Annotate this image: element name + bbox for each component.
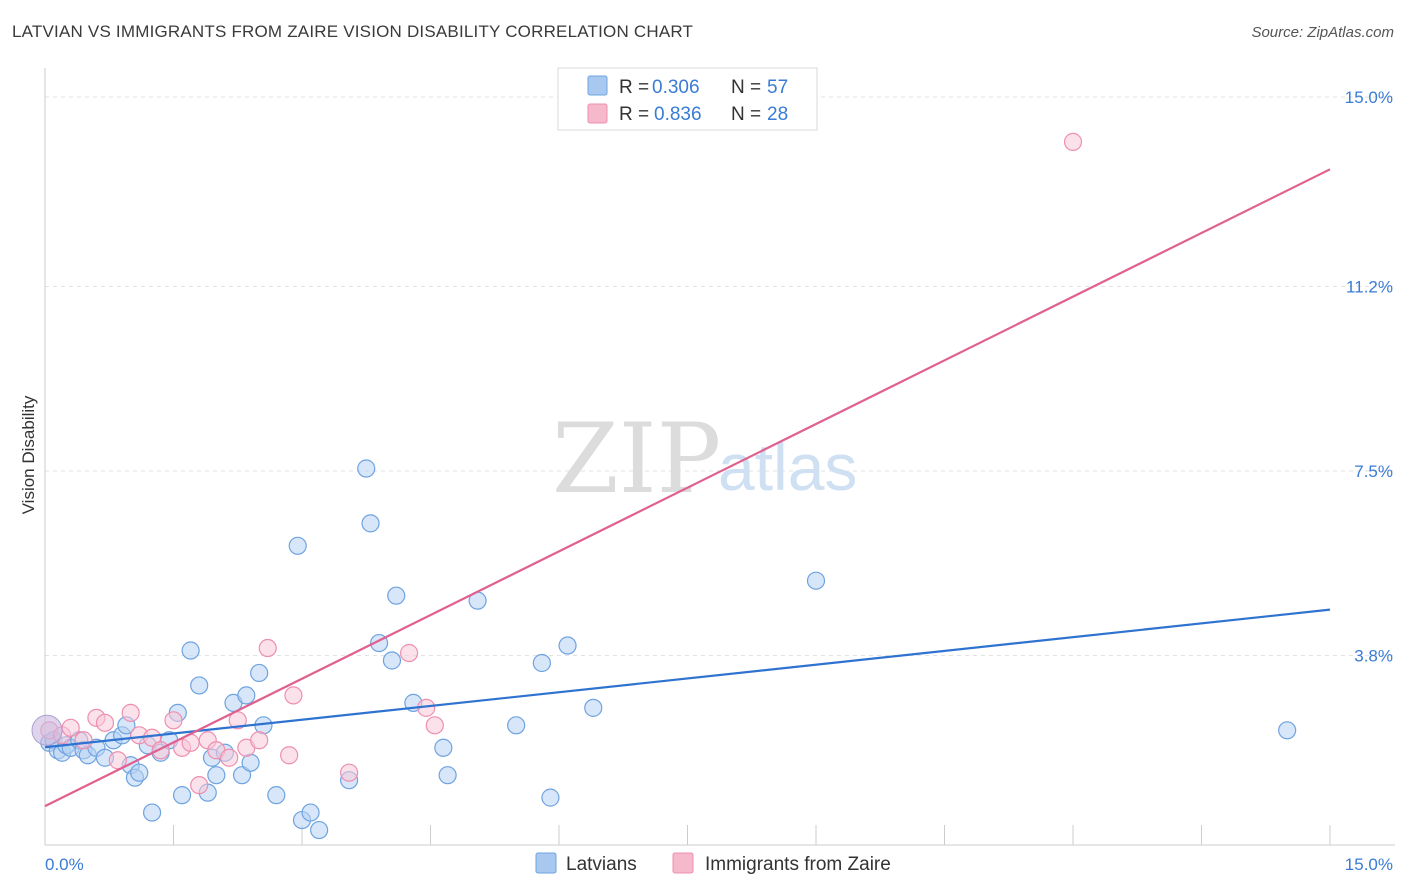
legend-bottom: Latvians Immigrants from Zaire [535, 852, 891, 875]
gridlines [45, 96, 1395, 657]
data-point [507, 716, 526, 735]
legend-swatch-zaire [672, 852, 694, 874]
data-point [130, 763, 149, 782]
data-points [31, 132, 1297, 840]
data-point [361, 514, 380, 533]
data-point [121, 703, 140, 722]
tick-labels: 3.8% 7.5% 11.2% 15.0% 0.0% 15.0% [45, 88, 1393, 874]
data-point [108, 751, 127, 770]
data-point [237, 686, 256, 705]
legend-r-value: 0.836 [654, 104, 702, 125]
data-point [172, 786, 192, 805]
legend-n-value: 28 [767, 104, 788, 125]
legend-swatch-latvians [535, 852, 557, 874]
data-point [399, 643, 419, 663]
data-point [74, 731, 93, 750]
legend-n-label: N = [731, 104, 761, 125]
data-point [584, 698, 603, 717]
data-point [164, 711, 183, 730]
data-point [532, 653, 551, 673]
legend-n-label: N = [731, 77, 761, 98]
data-point [382, 651, 402, 670]
data-point [558, 636, 577, 655]
data-point [228, 711, 247, 730]
data-point [425, 716, 444, 735]
legend-swatch-zaire [587, 103, 608, 124]
data-point [387, 586, 406, 605]
series-points-latvians [40, 459, 1297, 840]
data-point [301, 803, 320, 822]
legend-label-zaire: Immigrants from Zaire [705, 854, 891, 875]
data-point-cluster [31, 714, 63, 746]
legend-r-label: R = [619, 77, 649, 98]
source-credit: Source: ZipAtlas.com [1251, 24, 1394, 41]
legend-top-row-zaire: R = 0.836 N = 28 [587, 103, 788, 125]
y-tick-label: 7.5% [1354, 462, 1393, 481]
data-point [267, 786, 286, 805]
legend-r-value: 0.306 [652, 77, 700, 98]
y-axis-title: Vision Disability [19, 395, 38, 514]
legend-top-row-latvians: R = 0.306 N = 57 [587, 75, 788, 98]
data-point [241, 753, 260, 772]
data-point [61, 718, 80, 737]
watermark-atlas: atlas [718, 430, 857, 504]
legend-label-latvians: Latvians [566, 854, 637, 875]
series-points-zaire [40, 132, 1083, 795]
legend-top: R = 0.306 N = 57 R = 0.836 N = 28 [557, 67, 818, 131]
data-point [207, 766, 226, 785]
trend-line-zaire [44, 168, 1331, 808]
data-point [151, 741, 170, 760]
data-point [288, 536, 307, 555]
data-point [1278, 721, 1297, 740]
data-point [438, 766, 457, 785]
watermark: ZIP atlas [552, 403, 857, 515]
data-point [190, 676, 209, 695]
x-tick-label: 15.0% [1345, 855, 1393, 874]
x-tick-label: 0.0% [45, 855, 84, 874]
y-tick-label: 11.2% [1346, 277, 1393, 296]
y-tick-label: 15.0% [1345, 88, 1393, 107]
data-point [434, 738, 453, 757]
data-point [357, 459, 376, 478]
data-point [284, 686, 303, 705]
data-point [250, 731, 269, 750]
data-point [181, 641, 200, 660]
legend-r-label: R = [619, 104, 649, 125]
data-point [250, 663, 269, 683]
watermark-zip: ZIP [552, 403, 721, 515]
data-point [190, 776, 209, 795]
trend-lines [44, 168, 1331, 808]
legend-swatch-latvians [587, 75, 608, 96]
data-point [541, 788, 560, 807]
trend-line-latvians [44, 608, 1331, 749]
data-point [95, 713, 115, 732]
chart-title: LATVIAN VS IMMIGRANTS FROM ZAIRE VISION … [12, 22, 694, 41]
y-tick-label: 3.8% [1354, 647, 1393, 666]
data-point [806, 571, 826, 590]
data-point [1063, 132, 1083, 151]
data-point [280, 746, 299, 765]
data-point [232, 766, 252, 785]
data-point [258, 638, 277, 658]
data-point [310, 820, 329, 840]
data-point [220, 748, 239, 767]
legend-n-value: 57 [767, 77, 788, 98]
data-point [340, 763, 359, 782]
data-point [142, 803, 162, 822]
